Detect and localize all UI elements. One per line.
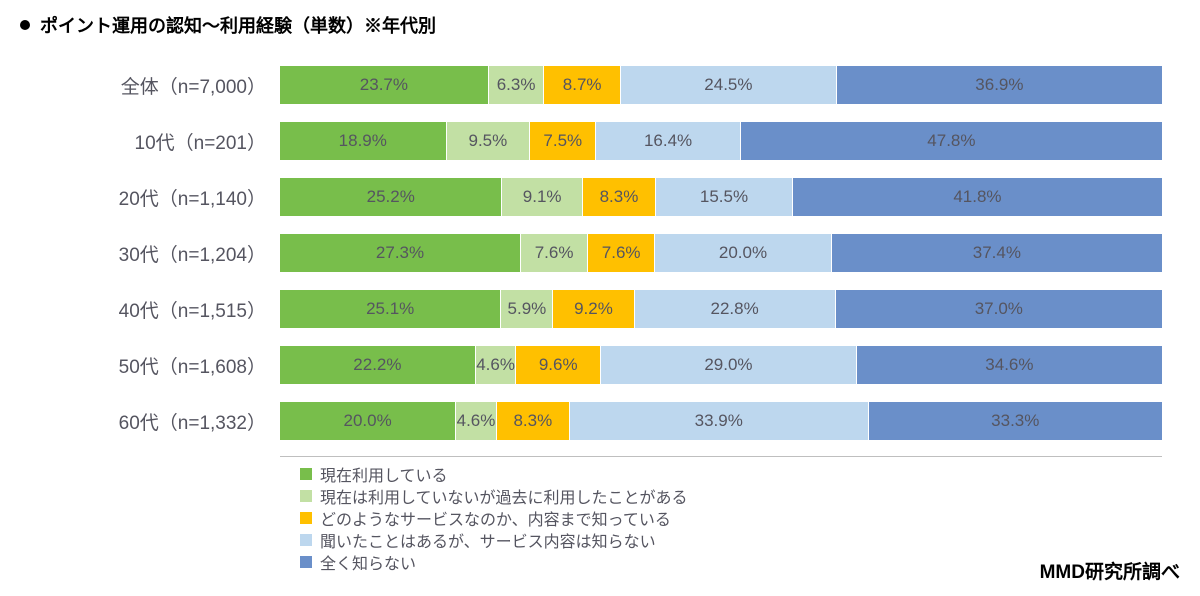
bar-row: 40代（n=1,515）25.1%5.9%9.2%22.8%37.0%	[20, 288, 1180, 330]
bar-segment: 34.6%	[857, 346, 1162, 384]
bar-track: 27.3%7.6%7.6%20.0%37.4%	[280, 234, 1162, 272]
legend-swatch	[300, 468, 312, 480]
title-row: ポイント運用の認知～利用経験（単数）※年代別	[20, 12, 1180, 38]
bar-row: 全体（n=7,000）23.7%6.3%8.7%24.5%36.9%	[20, 64, 1180, 106]
bar-segment: 7.6%	[588, 234, 655, 272]
bar-segment: 36.9%	[837, 66, 1162, 104]
row-label: 20代（n=1,140）	[20, 184, 280, 211]
legend-item: 聞いたことはあるが、サービス内容は知らない	[300, 529, 1180, 551]
bar-row: 10代（n=201）18.9%9.5%7.5%16.4%47.8%	[20, 120, 1180, 162]
bar-track: 25.1%5.9%9.2%22.8%37.0%	[280, 290, 1162, 328]
legend-label: 全く知らない	[320, 550, 416, 574]
bar-segment: 7.6%	[521, 234, 588, 272]
bar-segment: 25.1%	[280, 290, 501, 328]
row-label: 30代（n=1,204）	[20, 240, 280, 267]
row-label: 60代（n=1,332）	[20, 408, 280, 435]
bar-segment: 22.8%	[635, 290, 836, 328]
legend-swatch	[300, 490, 312, 502]
bar-row: 50代（n=1,608）22.2%4.6%9.6%29.0%34.6%	[20, 344, 1180, 386]
bar-segment: 24.5%	[621, 66, 837, 104]
bar-segment: 9.1%	[502, 178, 582, 216]
source-label: MMD研究所調べ	[1040, 557, 1180, 584]
legend-label: 現在は利用していないが過去に利用したことがある	[320, 484, 688, 508]
bar-track: 18.9%9.5%7.5%16.4%47.8%	[280, 122, 1162, 160]
legend-swatch	[300, 556, 312, 568]
bar-segment: 9.2%	[553, 290, 634, 328]
bar-segment: 47.8%	[741, 122, 1162, 160]
bar-segment: 8.3%	[497, 402, 570, 440]
bar-segment: 20.0%	[280, 402, 456, 440]
row-label: 40代（n=1,515）	[20, 296, 280, 323]
bar-segment: 25.2%	[280, 178, 502, 216]
bar-segment: 33.9%	[570, 402, 869, 440]
chart-title: ポイント運用の認知～利用経験（単数）※年代別	[40, 12, 436, 38]
bar-segment: 16.4%	[596, 122, 741, 160]
legend-swatch	[300, 534, 312, 546]
bar-track: 23.7%6.3%8.7%24.5%36.9%	[280, 66, 1162, 104]
bar-segment: 22.2%	[280, 346, 476, 384]
bar-segment: 29.0%	[601, 346, 857, 384]
bar-row: 30代（n=1,204）27.3%7.6%7.6%20.0%37.4%	[20, 232, 1180, 274]
bar-segment: 20.0%	[655, 234, 832, 272]
legend-label: どのようなサービスなのか、内容まで知っている	[320, 506, 671, 530]
legend-label: 聞いたことはあるが、サービス内容は知らない	[320, 528, 656, 552]
bar-segment: 8.7%	[544, 66, 621, 104]
bullet-icon	[20, 20, 30, 30]
legend-label: 現在利用している	[320, 462, 448, 486]
row-label: 全体（n=7,000）	[20, 72, 280, 99]
bar-segment: 9.6%	[516, 346, 601, 384]
legend-item: どのようなサービスなのか、内容まで知っている	[300, 507, 1180, 529]
legend-swatch	[300, 512, 312, 524]
chart-area: 全体（n=7,000）23.7%6.3%8.7%24.5%36.9%10代（n=…	[20, 64, 1180, 442]
bar-segment: 37.0%	[836, 290, 1162, 328]
bar-segment: 15.5%	[656, 178, 793, 216]
bar-segment: 4.6%	[476, 346, 517, 384]
bar-segment: 6.3%	[489, 66, 545, 104]
bar-row: 20代（n=1,140）25.2%9.1%8.3%15.5%41.8%	[20, 176, 1180, 218]
bar-track: 22.2%4.6%9.6%29.0%34.6%	[280, 346, 1162, 384]
bar-row: 60代（n=1,332）20.0%4.6%8.3%33.9%33.3%	[20, 400, 1180, 442]
bar-segment: 41.8%	[793, 178, 1162, 216]
bar-segment: 8.3%	[583, 178, 656, 216]
row-label: 50代（n=1,608）	[20, 352, 280, 379]
bar-segment: 37.4%	[832, 234, 1162, 272]
chart-container: ポイント運用の認知～利用経験（単数）※年代別 全体（n=7,000）23.7%6…	[0, 0, 1200, 596]
legend-item: 現在利用している	[300, 463, 1180, 485]
bar-segment: 4.6%	[456, 402, 497, 440]
bar-track: 20.0%4.6%8.3%33.9%33.3%	[280, 402, 1162, 440]
legend-item: 現在は利用していないが過去に利用したことがある	[300, 485, 1180, 507]
bar-segment: 9.5%	[447, 122, 531, 160]
bar-track: 25.2%9.1%8.3%15.5%41.8%	[280, 178, 1162, 216]
bar-segment: 7.5%	[530, 122, 596, 160]
bar-segment: 5.9%	[501, 290, 553, 328]
x-axis-line	[280, 456, 1162, 457]
bar-segment: 27.3%	[280, 234, 521, 272]
bar-segment: 18.9%	[280, 122, 447, 160]
bar-segment: 33.3%	[869, 402, 1162, 440]
row-label: 10代（n=201）	[20, 128, 280, 155]
bar-segment: 23.7%	[280, 66, 489, 104]
